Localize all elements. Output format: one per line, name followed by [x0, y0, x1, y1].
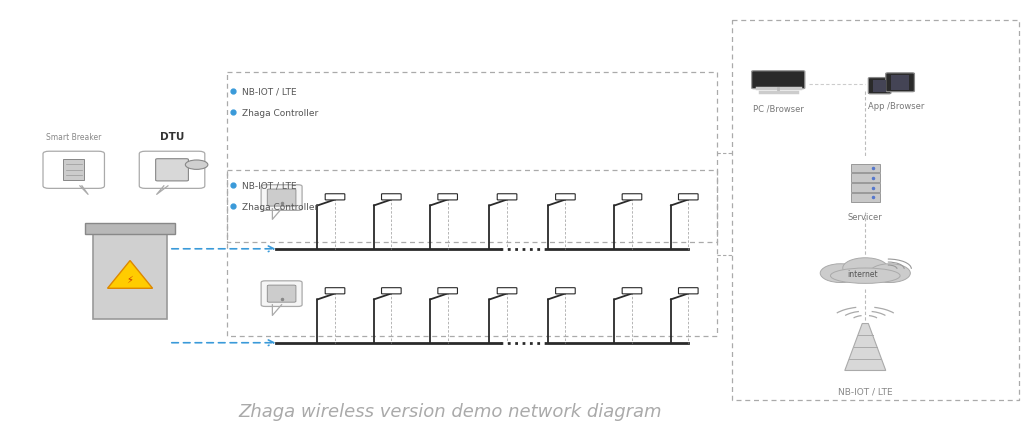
FancyBboxPatch shape	[679, 194, 698, 201]
Text: App /Browser: App /Browser	[867, 102, 925, 111]
FancyBboxPatch shape	[139, 152, 205, 189]
Polygon shape	[108, 261, 153, 289]
FancyBboxPatch shape	[851, 184, 880, 193]
FancyBboxPatch shape	[623, 288, 642, 294]
FancyBboxPatch shape	[556, 288, 575, 294]
FancyBboxPatch shape	[267, 285, 296, 302]
Text: Zhaga wireless version demo network diagram: Zhaga wireless version demo network diag…	[239, 402, 663, 420]
Text: Smart Breaker: Smart Breaker	[46, 133, 101, 142]
Text: NB-IOT / LTE: NB-IOT / LTE	[838, 387, 893, 396]
FancyBboxPatch shape	[498, 288, 517, 294]
FancyBboxPatch shape	[623, 194, 642, 201]
Ellipse shape	[869, 264, 910, 283]
Text: NB-IOT / LTE: NB-IOT / LTE	[242, 87, 296, 96]
FancyBboxPatch shape	[267, 190, 296, 207]
Ellipse shape	[843, 258, 888, 279]
Text: Zhaga Controller: Zhaga Controller	[242, 108, 317, 118]
FancyBboxPatch shape	[85, 224, 175, 234]
Text: ⚡: ⚡	[127, 274, 133, 284]
FancyBboxPatch shape	[261, 281, 302, 307]
FancyBboxPatch shape	[752, 72, 805, 89]
Circle shape	[185, 161, 208, 170]
FancyBboxPatch shape	[886, 74, 914, 92]
FancyBboxPatch shape	[873, 81, 886, 92]
FancyBboxPatch shape	[891, 76, 909, 90]
FancyBboxPatch shape	[679, 288, 698, 294]
FancyBboxPatch shape	[43, 152, 104, 189]
FancyBboxPatch shape	[382, 288, 401, 294]
Text: Servicer: Servicer	[848, 213, 883, 222]
FancyBboxPatch shape	[498, 194, 517, 201]
Text: NB-IOT / LTE: NB-IOT / LTE	[242, 181, 296, 190]
FancyBboxPatch shape	[63, 160, 84, 181]
FancyBboxPatch shape	[851, 193, 880, 202]
FancyBboxPatch shape	[93, 234, 167, 320]
Polygon shape	[845, 324, 886, 371]
Ellipse shape	[820, 264, 861, 283]
FancyBboxPatch shape	[382, 194, 401, 201]
Text: PC /Browser: PC /Browser	[753, 104, 804, 113]
FancyBboxPatch shape	[438, 194, 458, 201]
Text: DTU: DTU	[160, 132, 184, 142]
FancyBboxPatch shape	[326, 194, 345, 201]
Ellipse shape	[830, 268, 900, 284]
Text: Zhaga Controller: Zhaga Controller	[242, 202, 317, 211]
FancyBboxPatch shape	[156, 159, 188, 181]
FancyBboxPatch shape	[868, 78, 891, 95]
Text: internet: internet	[847, 269, 878, 278]
FancyBboxPatch shape	[261, 185, 302, 211]
FancyBboxPatch shape	[851, 174, 880, 182]
FancyBboxPatch shape	[556, 194, 575, 201]
FancyBboxPatch shape	[438, 288, 458, 294]
FancyBboxPatch shape	[851, 164, 880, 173]
FancyBboxPatch shape	[326, 288, 345, 294]
